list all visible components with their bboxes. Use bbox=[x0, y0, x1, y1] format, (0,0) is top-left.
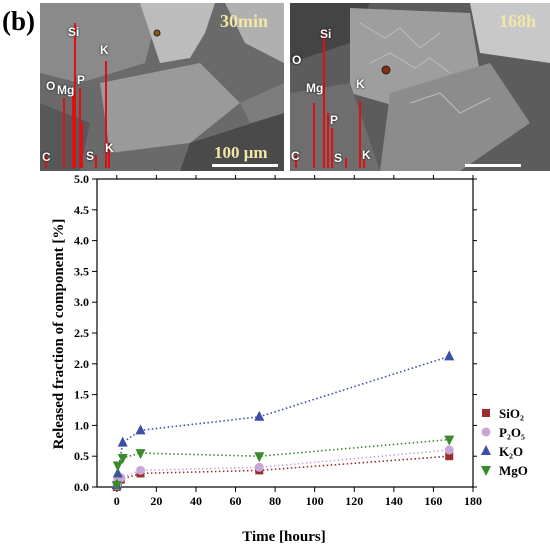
sem-texture-a bbox=[40, 3, 284, 171]
y-tick-label: 4.5 bbox=[74, 203, 89, 217]
data-point bbox=[135, 424, 146, 435]
legend: SiO₂ P₂O₅ K₂O MgO bbox=[481, 406, 528, 478]
data-point bbox=[112, 461, 123, 472]
y-tick-label: 2.0 bbox=[74, 357, 89, 371]
y-tick-label: 0.5 bbox=[74, 449, 89, 463]
x-tick-label: 120 bbox=[345, 494, 363, 508]
scale-bar-a bbox=[212, 164, 278, 167]
legend-label: MgO bbox=[499, 463, 528, 478]
spectrum-label-si: Si bbox=[320, 27, 332, 41]
data-point bbox=[111, 481, 122, 492]
legend-marker bbox=[482, 409, 490, 417]
x-axis-title: Time [hours] bbox=[242, 529, 325, 545]
spectrum-label-k: K bbox=[356, 77, 365, 91]
data-point bbox=[444, 350, 455, 361]
sem-image-30min: 30min Si K O Mg P C S K 100 μm bbox=[40, 3, 284, 171]
time-label-30min: 30min bbox=[220, 11, 269, 31]
panel-label: (b) bbox=[2, 6, 35, 36]
spectrum-label-k2: K bbox=[105, 141, 114, 155]
spectrum-label-s: S bbox=[86, 149, 95, 163]
data-point bbox=[254, 410, 265, 421]
sem-image-168h: 168h Si O Mg K P C S K bbox=[290, 3, 550, 171]
data-point bbox=[444, 445, 454, 455]
spectrum-label-k2: K bbox=[362, 148, 371, 162]
x-tick-label: 60 bbox=[230, 494, 242, 508]
legend-label: P₂O₅ bbox=[499, 425, 525, 440]
spectrum-label-s: S bbox=[334, 151, 343, 165]
plot-area bbox=[96, 178, 474, 488]
spectrum-label-k: K bbox=[100, 43, 109, 57]
scale-bar-label: 100 μm bbox=[214, 143, 268, 162]
axis-ticks: 0 20 40 60 80 100 120 140 160 180 0.0 0.5 1.0 1.5 2.0 2… bbox=[74, 172, 482, 508]
legend-label: SiO₂ bbox=[499, 406, 524, 421]
time-label-168h: 168h bbox=[499, 11, 537, 31]
sem-texture-b bbox=[290, 3, 550, 171]
y-tick-label: 1.0 bbox=[74, 418, 89, 432]
trend-line bbox=[116, 438, 450, 486]
x-tick-label: 140 bbox=[385, 494, 403, 508]
x-tick-label: 80 bbox=[269, 494, 281, 508]
legend-label: K₂O bbox=[499, 444, 523, 459]
spectrum-label-p: P bbox=[330, 113, 339, 127]
series-layer bbox=[111, 350, 455, 492]
y-tick-label: 1.5 bbox=[74, 388, 89, 402]
x-tick-label: 0 bbox=[114, 494, 120, 508]
trend-line bbox=[116, 455, 450, 488]
x-tick-label: 20 bbox=[150, 494, 162, 508]
y-tick-label: 4.0 bbox=[74, 234, 89, 248]
spectrum-label-si: Si bbox=[68, 25, 80, 39]
spectrum-label-mg: Mg bbox=[306, 81, 324, 95]
x-tick-label: 40 bbox=[190, 494, 202, 508]
scale-bar-b bbox=[465, 164, 521, 167]
legend-marker bbox=[481, 466, 491, 476]
series-0 bbox=[112, 452, 454, 491]
data-point bbox=[136, 465, 146, 475]
legend-marker bbox=[481, 445, 491, 455]
data-point bbox=[254, 452, 265, 463]
spectrum-label-c: C bbox=[291, 149, 300, 163]
y-tick-label: 2.5 bbox=[74, 326, 89, 340]
data-point bbox=[135, 449, 146, 460]
y-tick-label: 3.5 bbox=[74, 264, 89, 278]
spectrum-label-c: C bbox=[42, 150, 51, 164]
plot-frame bbox=[96, 178, 474, 488]
data-point bbox=[444, 435, 455, 446]
spectrum-label-p: P bbox=[77, 73, 86, 87]
data-point bbox=[254, 462, 264, 472]
spectrum-label-o: O bbox=[46, 79, 56, 93]
data-point bbox=[445, 452, 454, 461]
data-point bbox=[117, 436, 128, 447]
y-axis-title: Released fraction of component [%] bbox=[51, 219, 67, 450]
x-tick-label: 100 bbox=[306, 494, 324, 508]
spectrum-label-o: O bbox=[292, 53, 302, 67]
series-3 bbox=[111, 435, 455, 492]
y-tick-label: 0.0 bbox=[74, 480, 89, 494]
y-tick-label: 5.0 bbox=[74, 172, 89, 186]
spectrum-label-mg: Mg bbox=[57, 83, 75, 97]
x-tick-label: 160 bbox=[424, 494, 442, 508]
trend-line bbox=[116, 355, 450, 486]
y-tick-label: 3.0 bbox=[74, 295, 89, 309]
data-point bbox=[117, 454, 128, 465]
release-chart: 0 20 40 60 80 100 120 140 160 180 0.0 0.5 1.0 1.5 2.0 2… bbox=[51, 172, 528, 545]
x-tick-label: 180 bbox=[464, 494, 482, 508]
legend-marker bbox=[481, 427, 491, 437]
